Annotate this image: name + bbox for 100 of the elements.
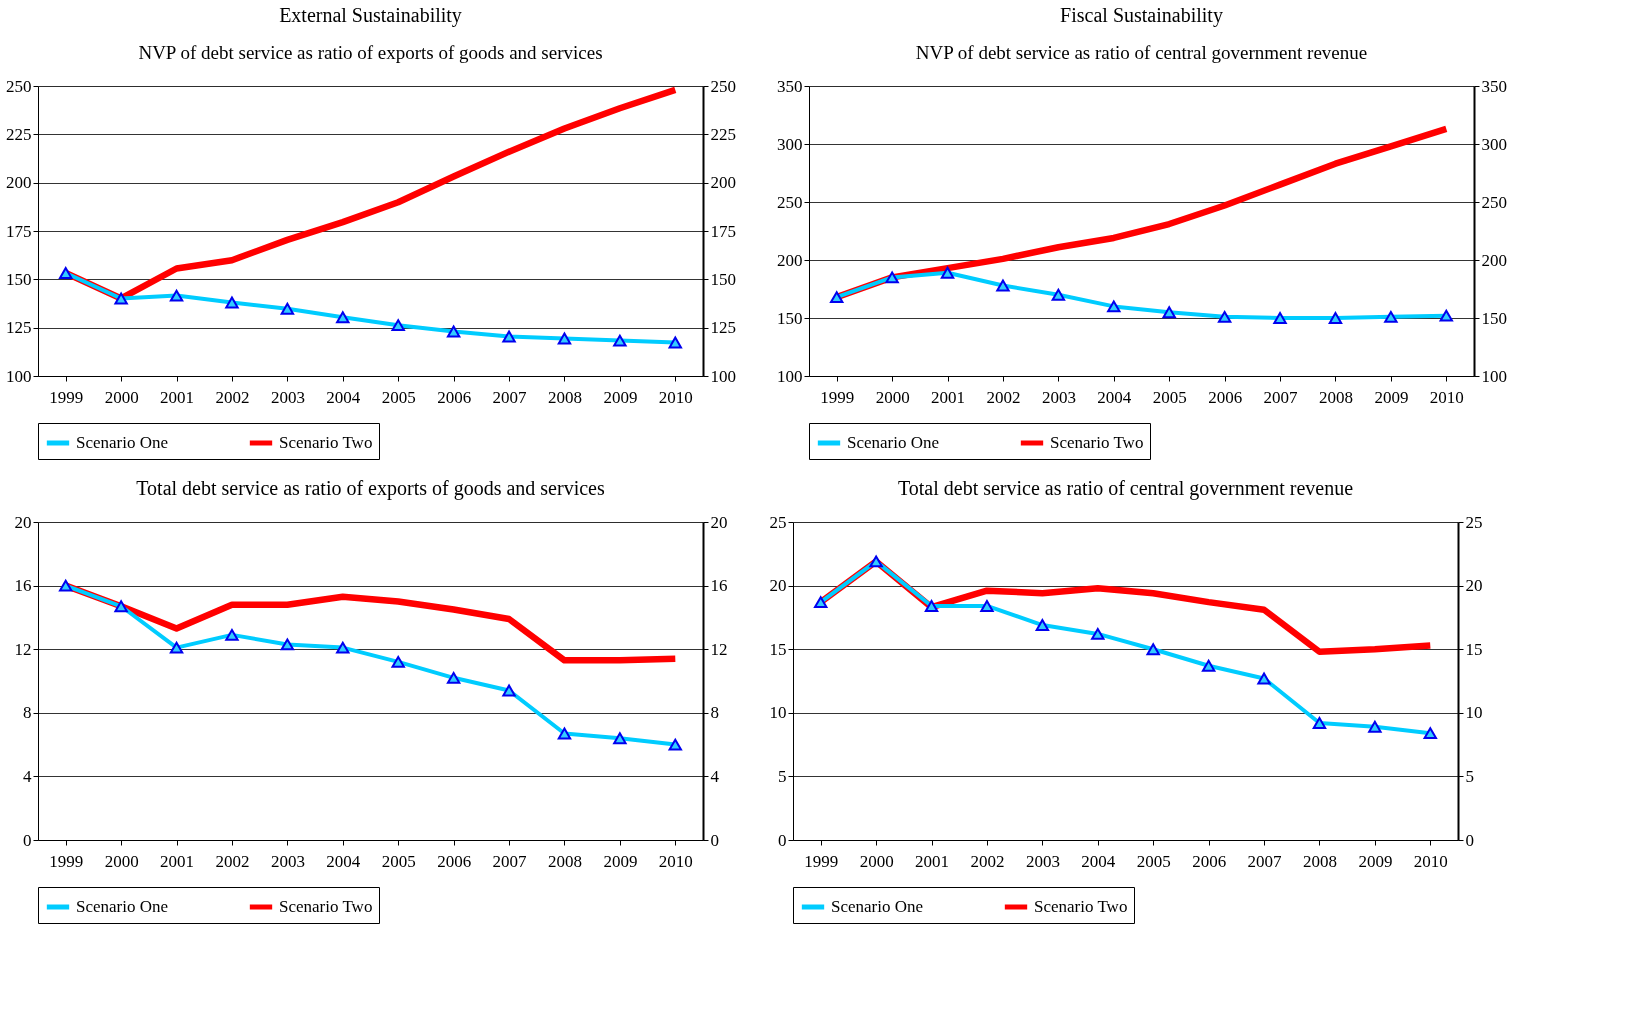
x-tick-label: 2004: [326, 387, 361, 407]
y-tick-label: 15: [769, 639, 787, 659]
y2-tick-label: 10: [1465, 703, 1483, 723]
y2-tick-label: 350: [1481, 76, 1507, 96]
y-tick-label: 8: [23, 703, 32, 723]
x-tick-label: 2001: [160, 387, 195, 407]
x-tick-label: 2007: [1247, 851, 1283, 871]
legend-label: Scenario Two: [279, 433, 373, 452]
x-tick-label: 2010: [658, 387, 693, 407]
x-tick-label: 2003: [1041, 387, 1076, 407]
chart-title: External Sustainability: [279, 4, 462, 27]
y2-tick-label: 300: [1481, 134, 1507, 154]
x-tick-label: 2010: [1413, 851, 1448, 871]
y2-tick-label: 175: [710, 221, 736, 241]
x-tick-label: 2004: [1097, 387, 1132, 407]
x-tick-label: 2007: [492, 851, 528, 871]
y-tick-label: 150: [777, 308, 803, 328]
x-tick-label: 2009: [1358, 851, 1393, 871]
y-tick-label: 0: [23, 830, 32, 850]
y2-tick-label: 100: [710, 366, 736, 386]
legend-label: Scenario One: [76, 433, 169, 452]
y-tick-label: 0: [778, 830, 787, 850]
y2-tick-label: 150: [1481, 308, 1507, 328]
x-tick-label: 2007: [492, 387, 528, 407]
y-tick-label: 4: [23, 766, 32, 786]
x-tick-label: 2006: [1192, 851, 1227, 871]
x-tick-label: 2008: [547, 387, 582, 407]
y-tick-label: 150: [6, 269, 32, 289]
y2-tick-label: 0: [1465, 830, 1474, 850]
x-tick-label: 2002: [215, 851, 250, 871]
y2-tick-label: 150: [710, 269, 736, 289]
x-tick-label: 2010: [658, 851, 693, 871]
x-tick-label: 2007: [1263, 387, 1299, 407]
chart-title: Total debt service as ratio of central government revenue: [897, 477, 1354, 500]
x-tick-label: 2000: [104, 851, 139, 871]
y2-tick-label: 20: [1465, 576, 1483, 596]
x-tick-label: 2003: [1025, 851, 1060, 871]
y2-tick-label: 250: [710, 76, 736, 96]
x-tick-label: 2005: [1152, 387, 1187, 407]
y-tick-label: 300: [777, 134, 803, 154]
x-tick-label: 2009: [603, 387, 638, 407]
y2-tick-label: 200: [1481, 250, 1507, 270]
y-tick-label: 20: [14, 512, 32, 532]
x-tick-label: 2005: [1136, 851, 1171, 871]
y-tick-label: 350: [777, 76, 803, 96]
x-tick-label: 2006: [437, 387, 472, 407]
x-tick-label: 2000: [859, 851, 894, 871]
y-tick-label: 200: [6, 173, 32, 193]
chart-subtitle: NVP of debt service as ratio of central government revenue: [915, 42, 1368, 63]
x-tick-label: 2006: [1208, 387, 1243, 407]
x-tick-label: 2004: [1081, 851, 1116, 871]
x-tick-label: 2002: [986, 387, 1021, 407]
x-tick-label: 1999: [820, 387, 855, 407]
y-tick-label: 175: [6, 221, 32, 241]
y-tick-label: 125: [6, 318, 32, 338]
y2-tick-label: 250: [1481, 192, 1507, 212]
x-tick-label: 1999: [49, 387, 84, 407]
x-tick-label: 1999: [49, 851, 84, 871]
y-tick-label: 200: [777, 250, 803, 270]
y2-tick-label: 125: [710, 318, 736, 338]
y2-tick-label: 100: [1481, 366, 1507, 386]
y-tick-label: 10: [769, 703, 787, 723]
x-tick-label: 2003: [270, 851, 305, 871]
chart-subtitle: NVP of debt service as ratio of exports of goods and services: [138, 42, 603, 63]
x-tick-label: 2003: [270, 387, 305, 407]
y2-tick-label: 225: [710, 124, 736, 144]
y2-tick-label: 200: [710, 173, 736, 193]
legend-label: Scenario One: [831, 897, 924, 916]
x-tick-label: 2009: [603, 851, 638, 871]
x-tick-label: 2008: [1302, 851, 1337, 871]
y-tick-label: 20: [769, 576, 787, 596]
x-tick-label: 2006: [437, 851, 472, 871]
x-tick-label: 2000: [875, 387, 910, 407]
y-tick-label: 225: [6, 124, 32, 144]
legend-label: Scenario One: [76, 897, 169, 916]
legend-label: Scenario Two: [1034, 897, 1128, 916]
x-tick-label: 2005: [381, 387, 416, 407]
y2-tick-label: 15: [1465, 639, 1483, 659]
chart-title: Total debt service as ratio of exports of goods and services: [136, 477, 605, 500]
y2-tick-label: 5: [1465, 766, 1474, 786]
y2-tick-label: 20: [710, 512, 728, 532]
y2-tick-label: 25: [1465, 512, 1483, 532]
y-tick-label: 250: [777, 192, 803, 212]
y2-tick-label: 8: [710, 703, 719, 723]
y2-tick-label: 12: [710, 639, 728, 659]
y2-tick-label: 0: [710, 830, 719, 850]
x-tick-label: 2001: [931, 387, 966, 407]
legend-label: Scenario One: [847, 433, 940, 452]
x-tick-label: 2004: [326, 851, 361, 871]
x-tick-label: 2002: [215, 387, 250, 407]
x-tick-label: 2010: [1429, 387, 1464, 407]
y-tick-label: 25: [769, 512, 787, 532]
y-tick-label: 250: [6, 76, 32, 96]
legend-label: Scenario Two: [279, 897, 373, 916]
x-tick-label: 2001: [160, 851, 195, 871]
y-tick-label: 12: [14, 639, 32, 659]
x-tick-label: 2000: [104, 387, 139, 407]
x-tick-label: 2005: [381, 851, 416, 871]
x-tick-label: 2008: [547, 851, 582, 871]
x-tick-label: 2002: [970, 851, 1005, 871]
